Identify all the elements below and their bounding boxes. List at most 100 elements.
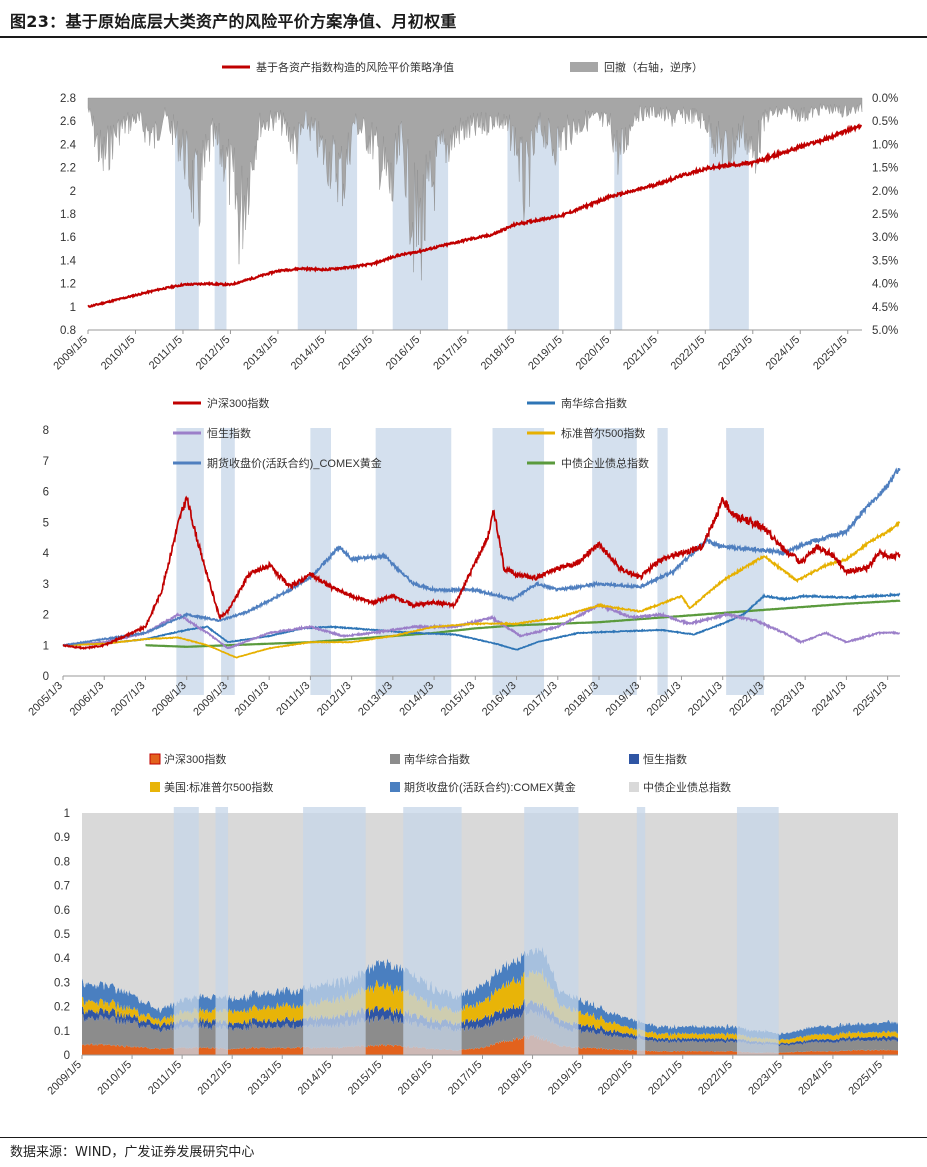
legend-w-nanhua-swatch <box>390 754 400 764</box>
chart1-ytick-right: 1.0% <box>872 139 898 151</box>
chart3-xtick-label: 2016/1/5 <box>396 1059 435 1098</box>
chart3-xtick-label: 2018/1/5 <box>496 1059 535 1098</box>
chart2-ytick: 7 <box>43 456 49 468</box>
chart1-xtick-label: 2021/1/5 <box>621 334 660 373</box>
chart1-xtick-label: 2011/1/5 <box>147 334 185 372</box>
chart2-xtick-label: 2018/1/3 <box>562 680 601 719</box>
chart1-ytick-right: 2.0% <box>872 186 898 198</box>
chart3-ytick: 0.6 <box>54 905 70 917</box>
chart2-xtick-label: 2005/1/3 <box>26 680 65 719</box>
chart3-xtick-label: 2017/1/5 <box>446 1059 485 1098</box>
legend-hangseng-label: 恒生指数 <box>207 426 251 440</box>
figure-title: 图23：基于原始底层大类资产的风险平价方案净值、月初权重 <box>10 12 457 31</box>
nanhua-line <box>62 592 901 651</box>
chart2-ytick: 0 <box>43 671 49 683</box>
chart2-ytick: 2 <box>43 610 49 622</box>
chart1-xtick-label: 2016/1/5 <box>384 334 423 373</box>
legend-w-bond-label: 中债企业债总指数 <box>643 780 731 794</box>
chart2-ytick: 4 <box>43 548 50 560</box>
chart2-highlight-band <box>726 428 764 695</box>
chart1-xtick-label: 2013/1/5 <box>241 334 280 373</box>
chart2-xtick-label: 2011/1/3 <box>274 680 312 718</box>
chart1-xtick-label: 2015/1/5 <box>336 334 375 373</box>
chart3-ytick: 0.5 <box>54 929 70 941</box>
chart2-xtick-label: 2021/1/3 <box>686 680 725 719</box>
legend-w-csi300-swatch <box>149 753 161 765</box>
chart1-xtick-label: 2014/1/5 <box>289 334 328 373</box>
chart1-ytick-left: 0.8 <box>60 325 76 337</box>
bond-weight-area <box>82 813 898 1036</box>
chart2-highlight-band <box>492 428 545 695</box>
chart1-xtick-label: 2019/1/5 <box>526 334 565 373</box>
chart1-ytick-right: 4.0% <box>872 279 898 291</box>
chart3-ytick: 0.4 <box>54 953 71 965</box>
chart1-xtick-label: 2022/1/5 <box>669 334 708 373</box>
chart1-ytick-left: 2 <box>70 186 76 198</box>
chart1-ytick-left: 2.8 <box>60 93 76 105</box>
legend-drawdown-swatch <box>570 62 598 72</box>
csi300-line <box>62 495 901 651</box>
legend-w-gold-label: 期货收盘价(活跃合约):COMEX黄金 <box>404 780 576 794</box>
legend-w-bond-swatch <box>629 782 639 792</box>
chart3-highlight-band <box>403 807 462 1055</box>
chart3-ytick: 0.2 <box>54 1002 70 1014</box>
chart1-ytick-right: 1.5% <box>872 163 898 175</box>
chart2-ytick: 5 <box>43 517 49 529</box>
csi300-weight-area <box>82 1034 898 1055</box>
chart3-highlight-band <box>173 807 199 1055</box>
chart3-xtick-label: 2013/1/5 <box>246 1059 285 1098</box>
chart3-ytick: 0.3 <box>54 977 70 989</box>
chart1-xtick-label: 2020/1/5 <box>574 334 613 373</box>
chart3-ytick: 0 <box>64 1050 70 1062</box>
chart2-xtick-label: 2024/1/3 <box>810 680 849 719</box>
chart3-ytick: 0.9 <box>54 832 70 844</box>
chart1-ytick-left: 1.4 <box>60 255 77 267</box>
chart3-xtick-label: 2022/1/5 <box>696 1059 735 1098</box>
chart2-highlight-band <box>375 428 452 695</box>
chart3-highlight-band <box>215 807 229 1055</box>
legend-w-csi300-label: 沪深300指数 <box>164 752 226 766</box>
legend-bond-label: 中债企业债总指数 <box>561 456 649 470</box>
legend-w-sp500-swatch <box>150 782 160 792</box>
chart1-xtick-label: 2025/1/5 <box>811 334 850 373</box>
chart3-highlight-band <box>736 807 779 1055</box>
chart2-xtick-label: 2010/1/3 <box>233 680 272 719</box>
chart2-ytick: 1 <box>43 640 49 652</box>
chart2-xtick-label: 2013/1/3 <box>356 680 395 719</box>
chart3-xtick-label: 2025/1/5 <box>846 1059 885 1098</box>
chart3-xtick-label: 2009/1/5 <box>45 1059 84 1098</box>
hangseng-weight-area <box>82 998 898 1047</box>
drawdown-area <box>87 97 863 281</box>
gold-weight-area <box>82 945 898 1041</box>
chart2-xtick-label: 2025/1/3 <box>851 680 890 719</box>
chart2-highlight-band <box>221 428 235 695</box>
source-divider <box>0 1137 927 1138</box>
chart3-ytick: 1 <box>64 808 70 820</box>
chart1-xtick-label: 2024/1/5 <box>764 334 803 373</box>
legend-sp500-label: 标准普尔500指数 <box>561 426 645 440</box>
chart3-ytick: 0.8 <box>54 856 70 868</box>
chart1-ytick-right: 2.5% <box>872 209 898 221</box>
gold-line <box>62 467 901 647</box>
asset-index-chart: 0 1 2 3 4 5 6 7 8 2005/1/3 2006/1/3 2007/1/3 2008/1/… <box>26 396 901 719</box>
chart2-ytick: 8 <box>43 425 49 437</box>
chart1-ytick-right: 0.5% <box>872 116 898 128</box>
chart1-ytick-right: 5.0% <box>872 325 898 337</box>
chart3-xtick-label: 2011/1/5 <box>146 1059 184 1097</box>
chart1-xtick-label: 2009/1/5 <box>51 334 90 373</box>
chart1-ytick-right: 3.5% <box>872 255 898 267</box>
weight-stacked-chart: 0 0.1 0.2 0.3 0.4 0.5 0.6 0.7 0.8 0.9 1 2009/1/5 201… <box>45 752 898 1097</box>
data-source-note: 数据来源：WIND，广发证券发展研究中心 <box>10 1145 255 1160</box>
chart3-ytick: 0.1 <box>54 1026 70 1038</box>
chart2-xtick-label: 2008/1/3 <box>150 680 189 719</box>
legend-nanhua-label: 南华综合指数 <box>561 396 627 410</box>
chart3-xtick-label: 2019/1/5 <box>546 1059 585 1098</box>
chart1-ytick-left: 1 <box>70 302 76 314</box>
legend-w-hangseng-label: 恒生指数 <box>643 752 687 766</box>
chart1-xtick-label: 2018/1/5 <box>479 334 518 373</box>
nanhua-weight-area <box>82 1009 898 1053</box>
chart2-xtick-label: 2007/1/3 <box>109 680 148 719</box>
chart2-highlight-band <box>176 428 204 695</box>
chart2-xtick-label: 2006/1/3 <box>68 680 107 719</box>
chart3-xtick-label: 2010/1/5 <box>95 1059 134 1098</box>
